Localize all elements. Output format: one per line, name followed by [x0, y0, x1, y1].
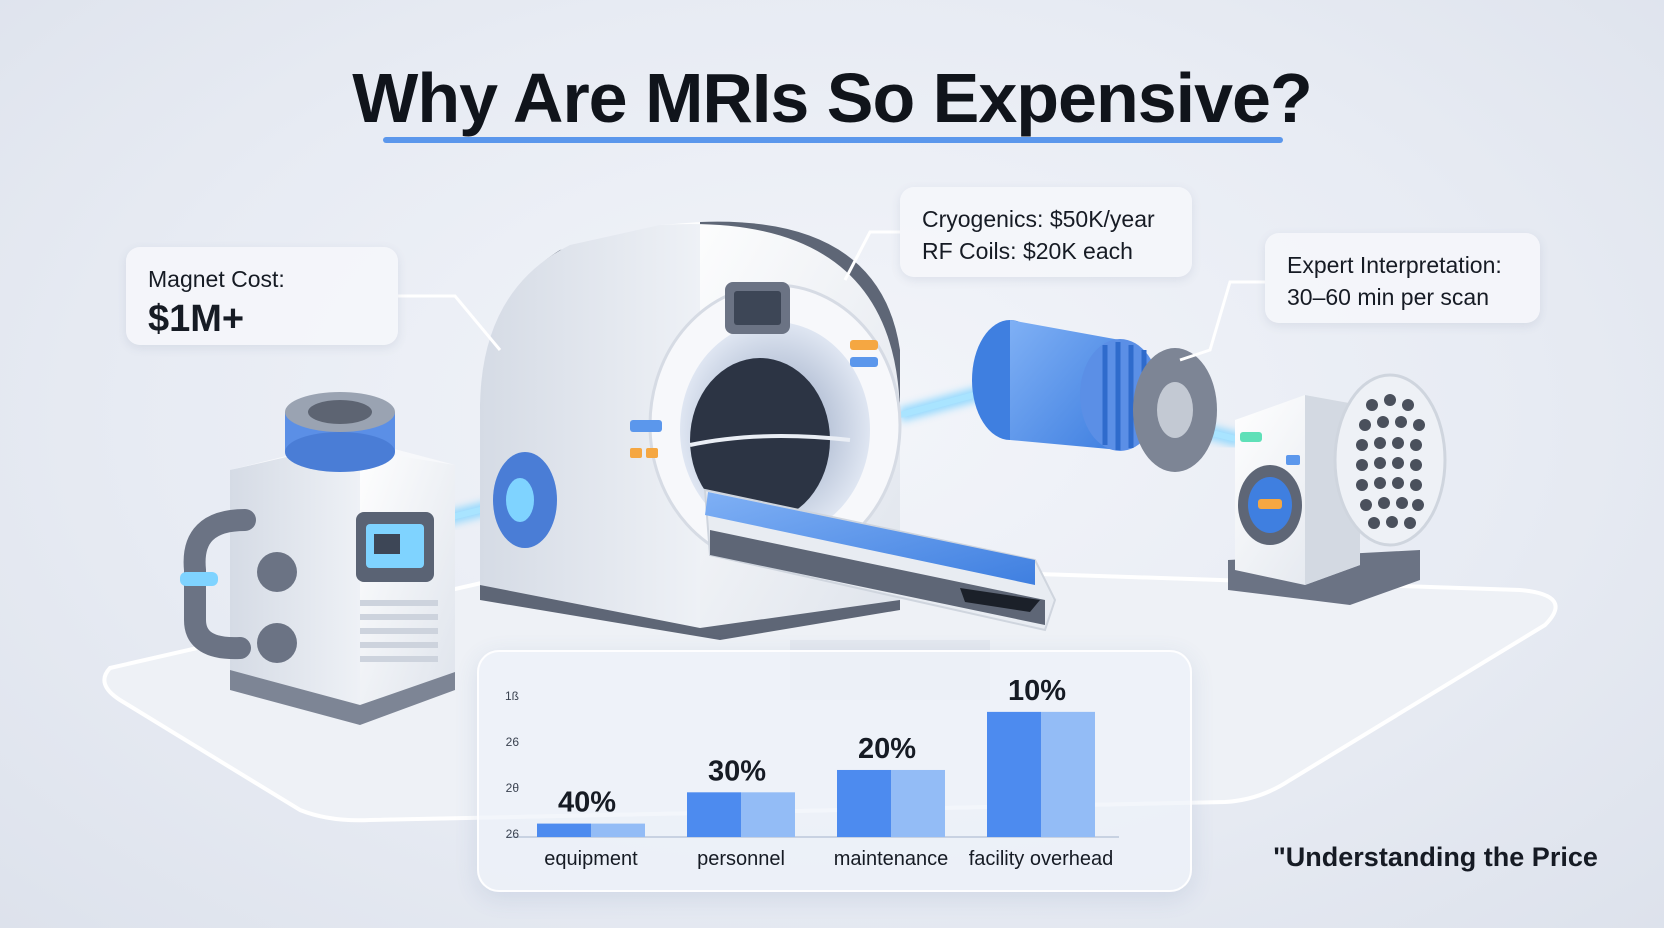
magnet-cost-value: $1M+ [148, 298, 245, 340]
data-label: 40% [558, 787, 616, 819]
bar-facility-overhead [987, 711, 1041, 837]
data-label: 20% [858, 733, 916, 765]
category-label: personnel [697, 848, 785, 870]
page-title: Why Are MRIs So Expensive? [352, 59, 1312, 137]
y-tick-label: 2θ [506, 781, 520, 795]
category-label: equipment [544, 848, 638, 870]
cost-breakdown-chart-panel: 1ß 26 2θ 26 40% equipment 30% personnel 20% maint… [477, 650, 1192, 892]
cryogenics-line: Cryogenics: $50K/year [922, 206, 1155, 232]
y-tick-label: 26 [506, 735, 520, 749]
data-label: 30% [708, 755, 766, 787]
data-label: 10% [1008, 675, 1066, 707]
y-tick-label: 26 [506, 827, 520, 841]
y-tick-label: 1ß [505, 689, 519, 703]
bar-highlight [891, 769, 945, 837]
rf-coils-line: RF Coils: $20K each [922, 238, 1133, 264]
category-label: facility overhead [969, 848, 1114, 870]
magnet-cost-label: Magnet Cost: [148, 266, 285, 292]
bar-equipment [537, 823, 591, 837]
cryogenic-unit [180, 392, 455, 725]
bar-personnel [687, 792, 741, 837]
bar-highlight [1041, 711, 1095, 837]
bar-maintenance [837, 769, 891, 837]
callout-expert-interpretation: Expert Interpretation: 30–60 min per sca… [1265, 233, 1540, 323]
workstation [1228, 373, 1447, 605]
scan-time-line: 30–60 min per scan [1287, 284, 1490, 310]
rf-coil [972, 320, 1217, 472]
bar-highlight [741, 792, 795, 837]
callout-magnet-cost: Magnet Cost: $1M+ [126, 247, 398, 345]
expert-interpretation-line: Expert Interpretation: [1287, 252, 1502, 278]
bar-highlight [591, 823, 645, 837]
cost-breakdown-chart: 1ß 26 2θ 26 40% equipment 30% personnel 20% maint… [505, 675, 1119, 870]
title-underline [383, 137, 1283, 143]
callout-leaders [398, 230, 1265, 362]
category-label: maintenance [834, 848, 949, 870]
callout-cryogenics: Cryogenics: $50K/year RF Coils: $20K eac… [900, 187, 1192, 277]
caption-understanding-price: "Understanding the Price [1273, 842, 1598, 872]
